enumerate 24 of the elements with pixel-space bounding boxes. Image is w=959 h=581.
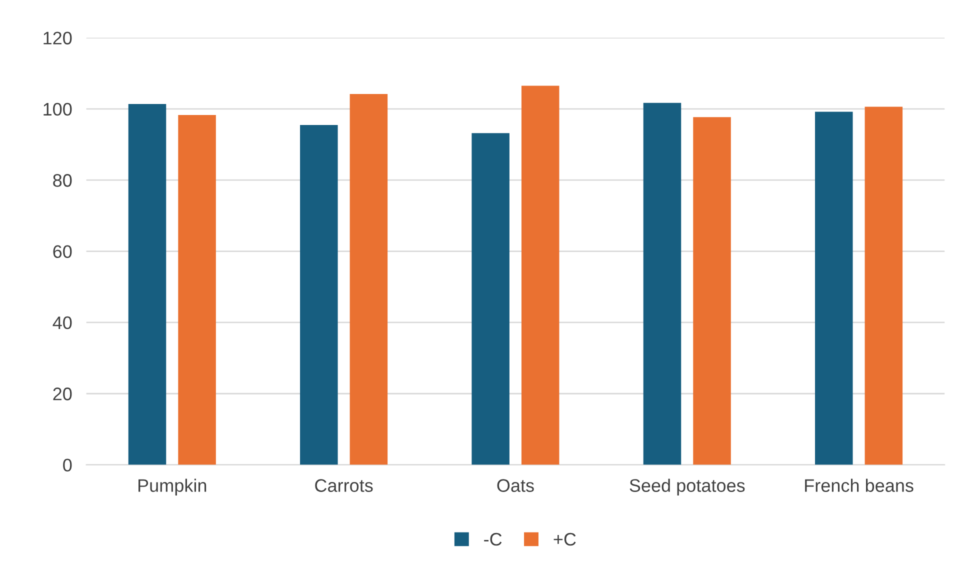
bar <box>472 133 510 465</box>
y-tick-label: 60 <box>53 245 72 258</box>
bar <box>350 94 388 465</box>
bar <box>178 114 216 465</box>
x-tick-label: Carrots <box>315 479 373 492</box>
legend-label: +C <box>554 532 576 546</box>
y-tick-label: 0 <box>63 458 72 472</box>
bar <box>643 102 682 465</box>
y-tick-label: 20 <box>53 388 72 400</box>
y-tick-label: 120 <box>44 32 72 44</box>
bar <box>864 106 903 465</box>
legend-label: -C <box>484 532 502 546</box>
bar <box>815 112 853 465</box>
bar <box>521 86 560 465</box>
y-tick-label: 100 <box>44 102 72 116</box>
bar <box>128 104 166 465</box>
x-tick-label: Pumpkin <box>138 478 206 496</box>
y-tick-label: 40 <box>52 316 72 330</box>
bar <box>693 117 731 465</box>
x-tick-label: Oats <box>497 479 534 492</box>
x-tick-label: Seed potatoes <box>630 478 745 496</box>
x-tick-label: French beans <box>805 478 914 492</box>
bar <box>300 124 338 465</box>
y-tick-label: 80 <box>53 174 72 187</box>
